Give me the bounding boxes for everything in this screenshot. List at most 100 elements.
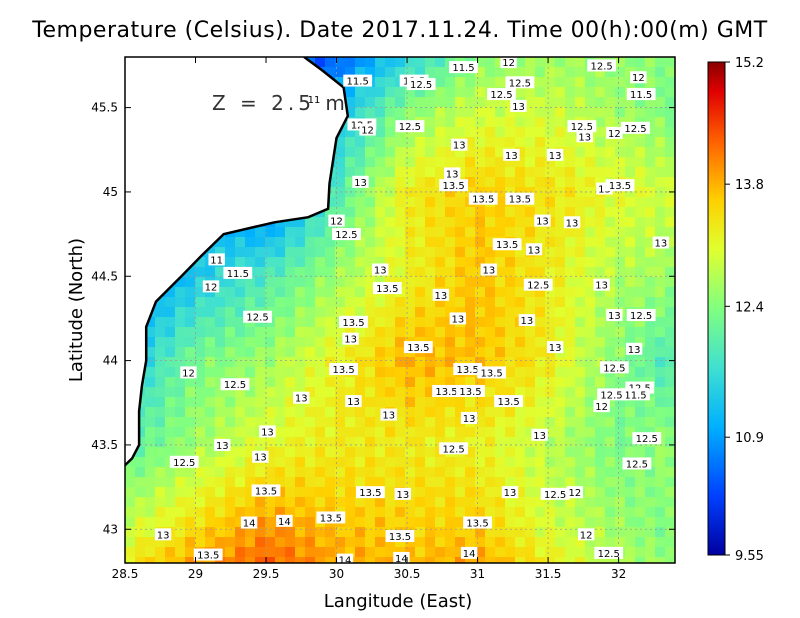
svg-text:13.5: 13.5 bbox=[497, 397, 519, 408]
svg-text:14: 14 bbox=[243, 519, 256, 530]
contour-label: 13 bbox=[510, 99, 527, 113]
svg-text:13.5: 13.5 bbox=[407, 343, 429, 354]
svg-text:13.5: 13.5 bbox=[457, 365, 479, 376]
depth-annotation: Z = 2.5 m bbox=[212, 91, 349, 115]
svg-text:13: 13 bbox=[566, 218, 579, 229]
contour-label: 13 bbox=[380, 408, 397, 422]
svg-text:12: 12 bbox=[580, 530, 593, 541]
x-tick-label: 29.5 bbox=[253, 567, 280, 581]
contour-label: 13.5 bbox=[439, 179, 468, 192]
contour-label: 12.5 bbox=[406, 77, 436, 91]
contour-label: 13.5 bbox=[316, 511, 346, 524]
y-tick-label: 43 bbox=[103, 522, 118, 536]
svg-text:12.5: 12.5 bbox=[603, 363, 625, 374]
colorbar-ticks: 15.2 13.8 12.4 10.9 9.55 bbox=[725, 56, 764, 564]
svg-text:13: 13 bbox=[451, 314, 464, 325]
contour-label: 13 bbox=[372, 263, 389, 277]
svg-text:12.5: 12.5 bbox=[173, 458, 195, 469]
svg-text:11.5: 11.5 bbox=[347, 77, 369, 88]
contour-label: 13 bbox=[563, 216, 581, 229]
contour-label: 13.5 bbox=[492, 238, 522, 251]
contour-label: 13 bbox=[501, 486, 519, 499]
svg-text:13.5: 13.5 bbox=[255, 486, 277, 497]
contour-label: 12 bbox=[202, 280, 220, 293]
colorbar-tick-label: 13.8 bbox=[735, 178, 764, 193]
svg-text:13: 13 bbox=[446, 169, 459, 180]
svg-text:11.5: 11.5 bbox=[227, 269, 249, 280]
y-tick-label: 44 bbox=[103, 354, 118, 368]
contour-label: 13.5 bbox=[339, 315, 368, 329]
svg-text:12.5: 12.5 bbox=[598, 549, 620, 560]
y-tick-label: 44.5 bbox=[91, 269, 118, 283]
contour-label: 12.5 bbox=[622, 457, 652, 470]
svg-text:13: 13 bbox=[533, 431, 546, 442]
contour-label: 13 bbox=[652, 236, 670, 250]
svg-text:13.5: 13.5 bbox=[435, 387, 457, 398]
svg-text:11.5: 11.5 bbox=[630, 90, 652, 101]
y-tick-label: 45.5 bbox=[91, 101, 118, 115]
svg-text:13: 13 bbox=[608, 311, 621, 322]
contour-label: 11.5 bbox=[621, 388, 650, 401]
svg-text:14: 14 bbox=[463, 549, 476, 560]
contour-label: 12 bbox=[180, 366, 197, 379]
contour-label: 12.5 bbox=[599, 361, 629, 374]
contour-label: 13 bbox=[593, 278, 610, 292]
plot-frame bbox=[124, 56, 676, 564]
contour-label: 13 bbox=[154, 528, 172, 541]
svg-text:12.5: 12.5 bbox=[335, 230, 357, 241]
svg-text:13: 13 bbox=[157, 530, 170, 541]
x-tick-label: 31 bbox=[470, 567, 485, 581]
svg-text:12: 12 bbox=[608, 129, 621, 140]
svg-text:12: 12 bbox=[569, 488, 582, 499]
contour-label: 13.5 bbox=[468, 192, 498, 206]
contour-label: 13 bbox=[432, 288, 450, 302]
contour-label: 12.5 bbox=[439, 442, 468, 455]
svg-text:12: 12 bbox=[361, 126, 374, 137]
contour-label: 13.5 bbox=[463, 516, 492, 530]
contour-label: 12 bbox=[577, 528, 595, 541]
svg-text:13.5: 13.5 bbox=[342, 318, 364, 329]
svg-text:13: 13 bbox=[435, 291, 448, 302]
y-axis-label: Latitude (North) bbox=[66, 238, 87, 382]
contour-label: 12.5 bbox=[621, 121, 650, 135]
svg-text:13: 13 bbox=[578, 132, 591, 143]
svg-text:12: 12 bbox=[502, 58, 515, 69]
svg-text:13: 13 bbox=[505, 151, 518, 162]
svg-text:13.5: 13.5 bbox=[197, 551, 219, 562]
svg-text:12.5: 12.5 bbox=[591, 61, 613, 72]
contour-label: 13 bbox=[576, 130, 593, 143]
svg-text:13: 13 bbox=[549, 343, 562, 354]
svg-text:12.5: 12.5 bbox=[490, 90, 512, 101]
contour-label: 11.5 bbox=[449, 61, 478, 74]
x-axis-label: Langitude (East) bbox=[324, 591, 472, 612]
svg-text:13: 13 bbox=[295, 394, 308, 405]
contour-label: 13.5 bbox=[372, 282, 402, 295]
contour-label: 14 bbox=[460, 546, 478, 560]
contour-label: 12.5 bbox=[540, 487, 570, 501]
contour-label: 13.5 bbox=[251, 484, 281, 497]
contour-labels: 11.512.512.511.51212.512.51212.51311.511… bbox=[154, 57, 670, 563]
contour-label: 13 bbox=[252, 450, 269, 464]
svg-text:13: 13 bbox=[655, 239, 668, 250]
svg-text:12: 12 bbox=[330, 217, 343, 228]
contour-label: 13 bbox=[214, 438, 231, 452]
coastline bbox=[125, 57, 350, 467]
contour-label: 13 bbox=[525, 243, 543, 256]
x-tick-label: 29 bbox=[188, 567, 203, 581]
svg-text:13: 13 bbox=[261, 427, 274, 438]
contour-label: 12 bbox=[566, 486, 584, 499]
svg-text:12.5: 12.5 bbox=[224, 380, 246, 391]
contour-label: 13.5 bbox=[456, 384, 485, 398]
contour-label: 12 bbox=[359, 123, 376, 137]
x-tick-label: 32 bbox=[611, 567, 626, 581]
x-tick-label: 28.5 bbox=[112, 567, 139, 581]
colorbar-tick-label: 10.9 bbox=[735, 431, 764, 446]
contour-label: 13 bbox=[460, 411, 478, 425]
svg-text:12.5: 12.5 bbox=[442, 444, 464, 455]
contour-label: 13 bbox=[480, 263, 498, 277]
svg-text:11: 11 bbox=[308, 95, 321, 106]
contour-label: 13 bbox=[449, 312, 467, 325]
contour-label: 11.5 bbox=[223, 266, 253, 280]
contour-label: 12.5 bbox=[243, 310, 272, 324]
svg-text:13: 13 bbox=[482, 266, 495, 277]
